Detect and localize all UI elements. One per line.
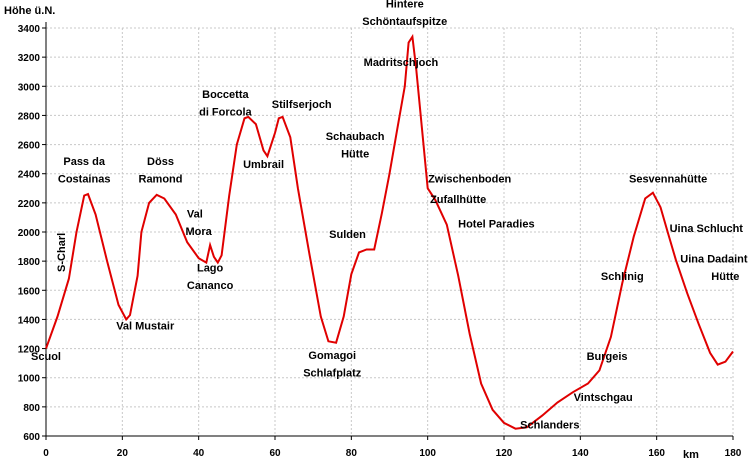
annotation-label: Stilfserjoch xyxy=(272,99,332,111)
annotation-label: Hütte xyxy=(341,149,369,161)
annotation-label: Schlafplatz xyxy=(303,367,362,379)
annotation-label: Hotel Paradies xyxy=(458,219,534,231)
y-tick-label: 1200 xyxy=(18,345,41,356)
annotation-label: Lago xyxy=(197,262,224,274)
y-tick-label: 1800 xyxy=(18,257,41,268)
grid-layer xyxy=(46,27,734,436)
y-tick-label: 2600 xyxy=(18,141,41,152)
annotation-label: S-Charl xyxy=(56,233,68,272)
annotation-label: Uina Dadaint xyxy=(680,254,748,266)
x-tick-label: 20 xyxy=(117,448,129,459)
annotation-label: Ramond xyxy=(139,173,183,185)
annotation-label: Gomagoi xyxy=(308,350,356,362)
y-tick-label: 1600 xyxy=(18,286,41,297)
y-tick-label: 2400 xyxy=(18,170,41,181)
annotation-label: Vintschgau xyxy=(574,392,633,404)
annotation-label: Schlanders xyxy=(520,420,579,432)
annotation-label: Hintere xyxy=(386,0,424,11)
y-axis-label: Höhe ü.N. xyxy=(4,5,55,17)
annotation-label: Scuol xyxy=(31,351,61,363)
y-tick-label: 2800 xyxy=(18,111,41,122)
annotation-label: Burgeis xyxy=(587,351,628,363)
annotation-label: Boccetta xyxy=(202,89,249,101)
x-tick-label: 60 xyxy=(269,448,281,459)
annotation-label: Hütte xyxy=(711,271,739,283)
annotation-label: Sesvennahütte xyxy=(629,173,707,185)
annotation-label: Sulden xyxy=(329,229,366,241)
annotation-label: Pass da xyxy=(63,156,105,168)
x-tick-label: 80 xyxy=(346,448,358,459)
x-tick-label: 120 xyxy=(496,448,513,459)
annotation-label: Schlinig xyxy=(601,271,644,283)
annotation-label: Madritschjoch xyxy=(364,57,439,69)
x-tick-label: 40 xyxy=(193,448,205,459)
y-tick-label: 3200 xyxy=(18,53,41,64)
x-tick-label: 140 xyxy=(572,448,589,459)
y-tick-label: 1400 xyxy=(18,315,41,326)
annotation-label: Cananco xyxy=(187,280,234,292)
annotation-label: Mora xyxy=(186,226,213,238)
y-tick-label: 600 xyxy=(23,432,40,443)
x-tick-label: 0 xyxy=(43,448,49,459)
annotation-label: Costainas xyxy=(58,173,111,185)
x-tick-label: 160 xyxy=(648,448,665,459)
x-tick-label: 180 xyxy=(725,448,742,459)
x-axis-label: km xyxy=(683,449,699,461)
annotation-label: Umbrail xyxy=(243,159,284,171)
annotation-label: Zufallhütte xyxy=(430,194,486,206)
annotation-label: Val Mustair xyxy=(116,321,175,333)
y-tick-label: 3000 xyxy=(18,82,41,93)
annotation-label: Döss xyxy=(147,156,174,168)
annotation-label: Zwischenboden xyxy=(428,173,511,185)
y-tick-label: 2000 xyxy=(18,228,41,239)
annotation-label: di Forcola xyxy=(199,106,252,118)
annotation-label: Uina Schlucht xyxy=(670,223,744,235)
y-tick-label: 2200 xyxy=(18,199,41,210)
annotation-label: Schaubach xyxy=(326,131,385,143)
y-tick-label: 3400 xyxy=(18,24,41,35)
annotation-label: Val xyxy=(187,208,203,220)
axis-layer: 6008001000120014001600180020002200240026… xyxy=(18,22,742,459)
y-tick-label: 1000 xyxy=(18,374,41,385)
profile-line-layer xyxy=(45,33,734,430)
annotation-layer: Scuol S-Charl Pass da Costainas Val Mustair D… xyxy=(31,0,748,432)
annotation-label: Schöntaufspitze xyxy=(362,16,447,28)
elevation-line xyxy=(45,33,734,430)
x-tick-label: 100 xyxy=(419,448,436,459)
y-tick-label: 800 xyxy=(23,403,40,414)
